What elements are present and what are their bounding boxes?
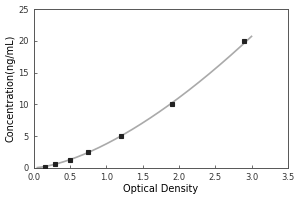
Y-axis label: Concentration(ng/mL): Concentration(ng/mL) (6, 35, 16, 142)
X-axis label: Optical Density: Optical Density (123, 184, 198, 194)
